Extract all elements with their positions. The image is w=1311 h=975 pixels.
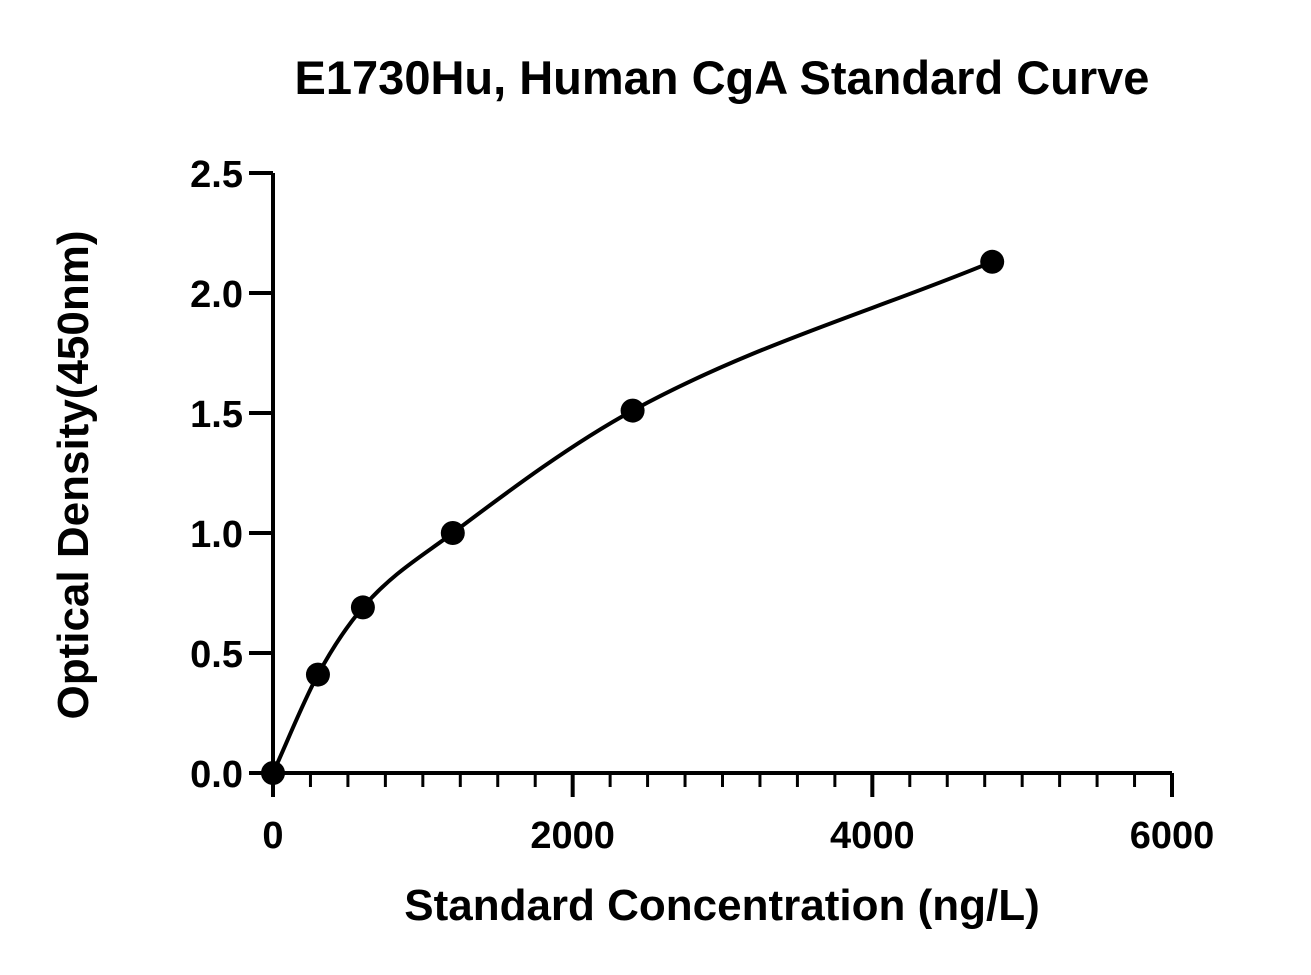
x-tick-label: 6000 bbox=[1130, 815, 1215, 857]
chart-title: E1730Hu, Human CgA Standard Curve bbox=[295, 51, 1150, 104]
data-point bbox=[980, 249, 1005, 274]
data-point bbox=[305, 662, 330, 687]
y-tick-label: 1.5 bbox=[190, 394, 243, 436]
data-points-layer bbox=[261, 249, 1005, 785]
fit-curve bbox=[271, 259, 993, 774]
data-point bbox=[350, 595, 375, 620]
x-axis-title: Standard Concentration (ng/L) bbox=[404, 881, 1040, 930]
x-tick-label: 4000 bbox=[830, 815, 915, 857]
x-tick-label: 2000 bbox=[530, 815, 615, 857]
y-tick-label: 0.5 bbox=[190, 634, 243, 676]
y-tick-label: 2.5 bbox=[190, 154, 243, 196]
y-tick-label: 1.0 bbox=[190, 514, 243, 556]
fit-curve-layer bbox=[271, 259, 993, 774]
data-point bbox=[261, 761, 285, 785]
axes bbox=[271, 173, 1172, 775]
data-point bbox=[440, 521, 465, 545]
y-axis-title: Optical Density(450nm) bbox=[49, 230, 98, 719]
x-tick-label: 0 bbox=[262, 815, 283, 857]
y-axis-ticks: 0.0 0.5 1.0 1.5 2.0 2.5 bbox=[190, 154, 273, 796]
y-tick-label: 2.0 bbox=[190, 274, 243, 316]
data-point bbox=[620, 398, 645, 423]
x-axis-ticks: 0 2000 4000 6000 bbox=[262, 773, 1214, 857]
y-tick-label: 0.0 bbox=[190, 754, 243, 796]
